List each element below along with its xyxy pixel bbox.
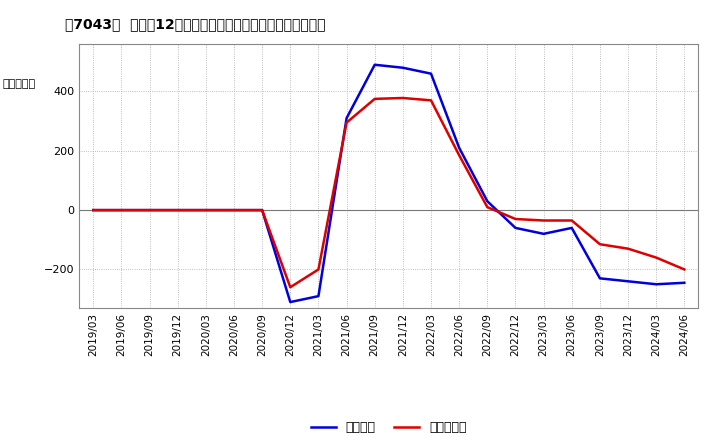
当期純利益 [117, 208, 126, 213]
当期純利益 [258, 208, 266, 213]
経常利益 [483, 198, 492, 204]
当期純利益 [624, 246, 632, 251]
Legend: 経常利益, 当期純利益: 経常利益, 当期純利益 [306, 416, 472, 439]
経常利益 [145, 208, 154, 213]
経常利益 [680, 280, 688, 286]
当期純利益 [230, 208, 238, 213]
当期純利益 [145, 208, 154, 213]
経常利益 [455, 145, 464, 150]
当期純利益 [427, 98, 436, 103]
当期純利益 [314, 267, 323, 272]
Y-axis label: （百万円）: （百万円） [3, 79, 36, 88]
経常利益 [652, 282, 660, 287]
当期純利益 [202, 208, 210, 213]
経常利益 [202, 208, 210, 213]
当期純利益 [370, 96, 379, 102]
経常利益 [595, 276, 604, 281]
当期純利益 [567, 218, 576, 223]
当期純利益 [455, 153, 464, 158]
当期純利益 [539, 218, 548, 223]
経常利益 [539, 231, 548, 236]
当期純利益 [399, 95, 408, 101]
経常利益 [511, 225, 520, 231]
経常利益 [427, 71, 436, 76]
経常利益 [258, 208, 266, 213]
経常利益 [230, 208, 238, 213]
当期純利益 [286, 285, 294, 290]
Line: 当期純利益: 当期純利益 [94, 98, 684, 287]
Text: ［7043］  利益の12か月移動合計の対前年同期増減額の推移: ［7043］ 利益の12か月移動合計の対前年同期増減額の推移 [65, 18, 325, 32]
経常利益 [117, 208, 126, 213]
当期純利益 [342, 120, 351, 125]
経常利益 [286, 300, 294, 305]
経常利益 [342, 116, 351, 121]
経常利益 [370, 62, 379, 67]
経常利益 [624, 279, 632, 284]
経常利益 [314, 293, 323, 299]
当期純利益 [652, 255, 660, 260]
当期純利益 [174, 208, 182, 213]
当期純利益 [89, 208, 98, 213]
経常利益 [174, 208, 182, 213]
当期純利益 [511, 216, 520, 222]
当期純利益 [595, 242, 604, 247]
経常利益 [89, 208, 98, 213]
Line: 経常利益: 経常利益 [94, 65, 684, 302]
経常利益 [399, 65, 408, 70]
当期純利益 [483, 205, 492, 210]
当期純利益 [680, 267, 688, 272]
経常利益 [567, 225, 576, 231]
